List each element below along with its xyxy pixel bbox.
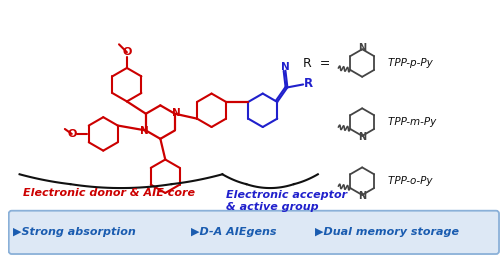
Text: O: O <box>122 47 132 57</box>
Text: Electronic donor & AIE core: Electronic donor & AIE core <box>22 188 194 198</box>
Text: O: O <box>67 129 76 139</box>
Text: TPP-​m​-Py: TPP-​m​-Py <box>388 117 436 127</box>
Text: TPP-​p​-Py: TPP-​p​-Py <box>388 58 432 68</box>
Text: R: R <box>304 77 312 90</box>
Text: N: N <box>358 132 366 142</box>
Text: N: N <box>358 191 366 201</box>
Text: R  =: R = <box>303 57 330 70</box>
Text: N: N <box>140 126 148 136</box>
Text: N: N <box>172 108 181 118</box>
Text: ▶Dual memory storage: ▶Dual memory storage <box>315 227 459 237</box>
Text: ▶Strong absorption: ▶Strong absorption <box>14 227 136 237</box>
FancyBboxPatch shape <box>8 211 499 254</box>
Text: Electronic acceptor
& active group: Electronic acceptor & active group <box>226 190 348 212</box>
Text: ▶D-A AIEgens: ▶D-A AIEgens <box>192 227 277 237</box>
Text: N: N <box>281 62 290 72</box>
Text: N: N <box>358 43 366 53</box>
Text: TPP-​o​-Py: TPP-​o​-Py <box>388 176 432 186</box>
